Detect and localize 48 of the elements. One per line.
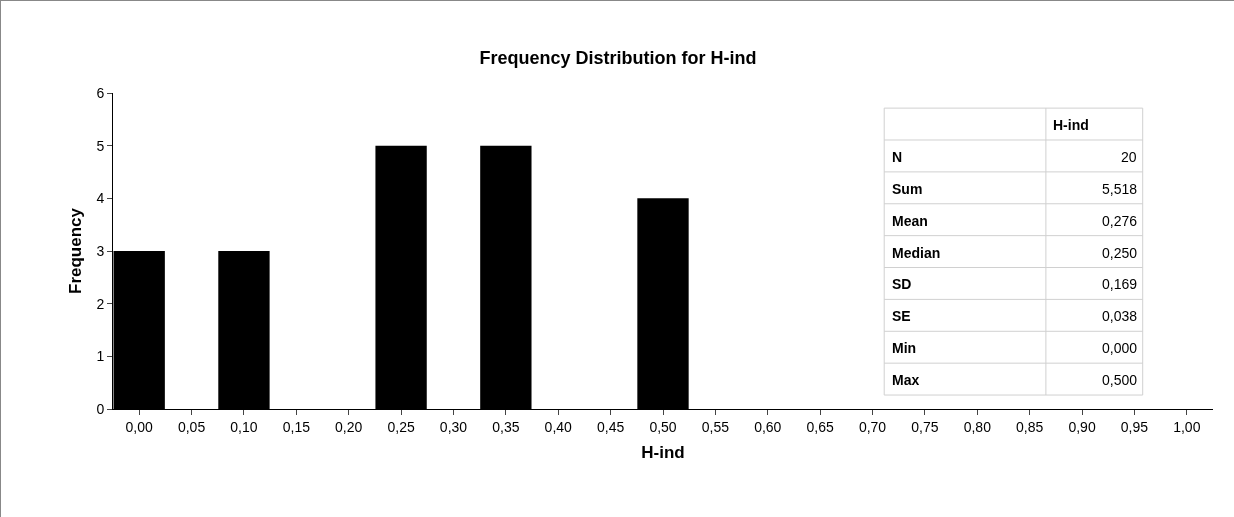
annotation: Mean (892, 213, 928, 229)
annotation: 0,038 (1102, 308, 1138, 324)
annotation: 20 (1121, 149, 1137, 165)
x-tick-label: 0,85 (1016, 418, 1044, 435)
annotation: SE (892, 308, 911, 324)
x-tick-label: 0,90 (1068, 418, 1096, 435)
x-tick-label: 0,65 (806, 418, 834, 435)
annotation: Min (892, 340, 917, 356)
x-tick-label: 0,80 (963, 418, 992, 435)
x-tick-label: 0,15 (282, 418, 311, 435)
y-tick-label: 0 (96, 400, 105, 417)
annotation: 0,169 (1102, 276, 1138, 292)
x-tick-label: 0,05 (177, 418, 206, 435)
x-tick-label: 0,45 (596, 418, 625, 435)
x-tick-label: 0,10 (230, 418, 258, 435)
y-tick-label: 2 (96, 295, 105, 312)
x-tick-label: 0,00 (125, 418, 154, 435)
annotation: Sum (892, 181, 923, 197)
x-tick-label: 0,50 (649, 418, 677, 435)
x-tick-label: 0,35 (492, 418, 520, 435)
x-tick-label: 0,20 (335, 418, 363, 435)
x-tick-label: 0,40 (544, 418, 573, 435)
y-tick-label: 3 (96, 242, 105, 259)
x-tick-label: 0,60 (754, 418, 782, 435)
annotation: N (892, 149, 903, 165)
annotation: Max (892, 372, 920, 388)
annotation: 5,518 (1102, 181, 1138, 197)
annotation: 0,276 (1102, 213, 1138, 229)
annotation: SD (892, 276, 912, 292)
annotation: 0,000 (1102, 340, 1138, 356)
y-tick-label: 6 (96, 84, 105, 101)
chart-title: Frequency Distribution for H-ind (479, 48, 757, 69)
y-tick-label: 5 (96, 137, 105, 154)
annotation: 0,250 (1102, 245, 1138, 261)
x-tick-label: 0,25 (387, 418, 415, 435)
x-axis-title: H-ind (641, 443, 685, 463)
x-tick-label: 0,30 (439, 418, 468, 435)
annotation: 0,500 (1102, 372, 1138, 388)
y-tick-label: 4 (96, 190, 105, 207)
y-tick-label: 1 (96, 348, 105, 365)
annotation: Median (892, 245, 941, 261)
annotation: H-ind (1053, 117, 1089, 133)
x-tick-label: 0,95 (1120, 418, 1149, 435)
x-tick-label: 1,00 (1173, 418, 1201, 435)
x-tick-label: 0,70 (858, 418, 887, 435)
x-tick-label: 0,75 (911, 418, 939, 435)
y-axis-title: Frequency (65, 207, 85, 294)
x-tick-label: 0,55 (701, 418, 730, 435)
